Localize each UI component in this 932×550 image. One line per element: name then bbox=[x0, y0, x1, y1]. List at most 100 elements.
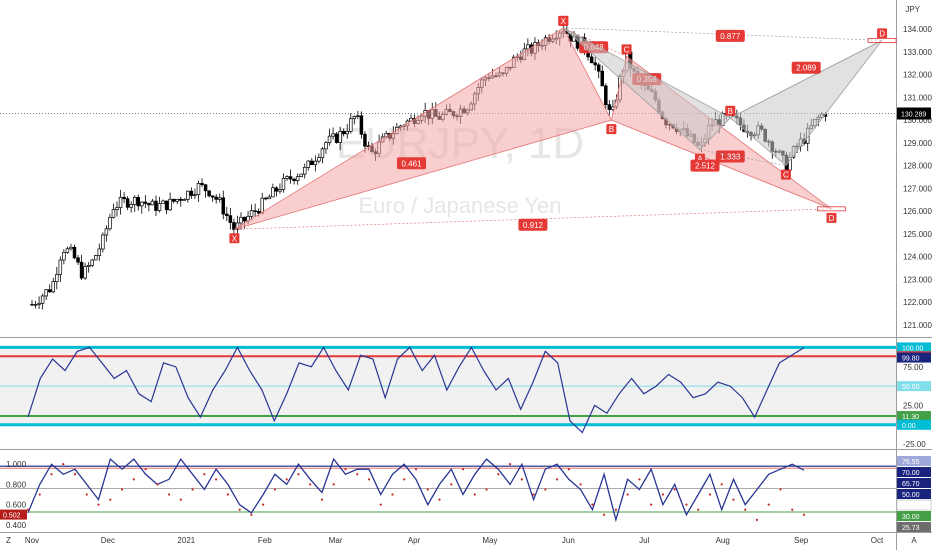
candle-body[interactable] bbox=[97, 248, 102, 256]
candle-body[interactable] bbox=[288, 176, 293, 180]
candle-body[interactable] bbox=[168, 198, 172, 211]
candle-body[interactable] bbox=[260, 197, 264, 214]
candle-body[interactable] bbox=[264, 197, 268, 200]
time-axis[interactable]: Nov Dec 2021 Feb Mar Apr May Jun Jul Aug Sep Oct Z A bbox=[6, 536, 917, 545]
candle-body[interactable] bbox=[349, 118, 353, 132]
momentum-left-badge[interactable] bbox=[0, 509, 27, 520]
last-price-badge[interactable] bbox=[897, 107, 931, 120]
candle-body[interactable] bbox=[221, 197, 226, 215]
candle-body[interactable] bbox=[108, 217, 112, 230]
candle-body[interactable] bbox=[90, 259, 94, 266]
price-axes[interactable]: JPY 134.000 133.000 132.000 131.000 130.000 12… bbox=[0, 5, 932, 532]
candle-body[interactable] bbox=[271, 187, 275, 198]
candle-body[interactable] bbox=[40, 295, 45, 304]
candle-body[interactable] bbox=[285, 176, 289, 179]
candle-body[interactable] bbox=[55, 274, 59, 282]
candle-body[interactable] bbox=[356, 115, 360, 117]
candle-body[interactable] bbox=[147, 203, 151, 206]
candle-body[interactable] bbox=[320, 148, 325, 158]
candle-body[interactable] bbox=[253, 210, 257, 212]
candle-body[interactable] bbox=[47, 289, 52, 293]
candle-body[interactable] bbox=[79, 261, 84, 279]
candle-body[interactable] bbox=[334, 133, 339, 143]
candle-body[interactable] bbox=[33, 304, 38, 306]
candle-body[interactable] bbox=[44, 289, 48, 297]
candle-body[interactable] bbox=[129, 204, 133, 208]
candle-body[interactable] bbox=[125, 198, 130, 208]
candle-body[interactable] bbox=[207, 190, 211, 197]
candle-body[interactable] bbox=[310, 160, 314, 166]
candle-body[interactable] bbox=[239, 216, 243, 224]
candle-body[interactable] bbox=[161, 200, 165, 204]
candle-body[interactable] bbox=[182, 199, 187, 201]
candle-body[interactable] bbox=[193, 194, 197, 196]
candle-body[interactable] bbox=[196, 183, 201, 195]
pattern-target-box[interactable] bbox=[867, 38, 897, 43]
oscillator-panel[interactable] bbox=[0, 345, 896, 434]
candle-body[interactable] bbox=[256, 210, 261, 214]
osc-series-line[interactable] bbox=[27, 346, 805, 434]
candle-body[interactable] bbox=[154, 200, 158, 211]
candle-body[interactable] bbox=[299, 173, 303, 178]
candle-body[interactable] bbox=[228, 215, 233, 223]
candle-body[interactable] bbox=[278, 189, 282, 192]
candle-body[interactable] bbox=[341, 131, 346, 135]
candle-body[interactable] bbox=[51, 281, 56, 293]
candle-body[interactable] bbox=[72, 246, 77, 259]
candle-body[interactable] bbox=[352, 116, 357, 120]
candle-body[interactable] bbox=[69, 246, 73, 250]
candle-body[interactable] bbox=[596, 64, 601, 72]
candle-body[interactable] bbox=[118, 196, 123, 208]
candle-body[interactable] bbox=[359, 115, 364, 135]
candle-body[interactable] bbox=[111, 209, 116, 218]
candle-body[interactable] bbox=[136, 196, 141, 207]
candle-body[interactable] bbox=[302, 166, 307, 175]
candle-body[interactable] bbox=[363, 133, 367, 147]
harmonic-patterns[interactable]: XABCD0.4610.6480.3580.9121.333XABCD0.877… bbox=[229, 15, 897, 244]
candle-body[interactable] bbox=[249, 210, 254, 217]
candle-body[interactable] bbox=[232, 222, 236, 230]
candle-body[interactable] bbox=[175, 198, 179, 202]
candle-body[interactable] bbox=[526, 44, 530, 50]
candle-body[interactable] bbox=[295, 176, 300, 181]
candle-body[interactable] bbox=[345, 131, 349, 135]
candle-body[interactable] bbox=[76, 257, 80, 263]
candle-body[interactable] bbox=[306, 160, 311, 168]
candle-body[interactable] bbox=[104, 228, 109, 236]
candle-body[interactable] bbox=[30, 304, 34, 306]
candle-body[interactable] bbox=[157, 203, 162, 211]
candle-body[interactable] bbox=[171, 198, 176, 202]
candle-body[interactable] bbox=[327, 135, 332, 144]
candle-body[interactable] bbox=[317, 157, 321, 162]
candle-body[interactable] bbox=[83, 266, 87, 279]
momentum-panel[interactable] bbox=[0, 457, 896, 523]
pattern-triangle-xab[interactable] bbox=[234, 27, 612, 230]
osc-last-badge[interactable] bbox=[897, 352, 931, 363]
candle-body[interactable] bbox=[65, 248, 70, 253]
candle-body[interactable] bbox=[600, 70, 605, 87]
pattern-target-box[interactable] bbox=[817, 206, 846, 212]
candle-body[interactable] bbox=[132, 196, 137, 205]
candle-body[interactable] bbox=[150, 200, 155, 206]
pattern-triangle-xab[interactable] bbox=[563, 27, 731, 151]
candle-body[interactable] bbox=[593, 62, 597, 66]
candle-body[interactable] bbox=[143, 201, 148, 204]
candle-body[interactable] bbox=[179, 198, 183, 201]
candle-body[interactable] bbox=[203, 184, 208, 192]
candle-body[interactable] bbox=[122, 196, 126, 200]
candle-body[interactable] bbox=[225, 213, 229, 217]
candle-body[interactable] bbox=[189, 190, 194, 196]
candle-body[interactable] bbox=[200, 183, 204, 186]
candle-body[interactable] bbox=[604, 85, 608, 106]
candle-body[interactable] bbox=[324, 142, 328, 150]
candle-body[interactable] bbox=[214, 196, 218, 200]
candle-body[interactable] bbox=[164, 200, 169, 211]
candle-body[interactable] bbox=[115, 207, 119, 210]
candle-body[interactable] bbox=[37, 302, 41, 305]
candle-body[interactable] bbox=[267, 196, 272, 200]
candle-body[interactable] bbox=[281, 177, 286, 190]
candle-body[interactable] bbox=[292, 178, 296, 181]
candle-body[interactable] bbox=[58, 259, 63, 275]
candle-body[interactable] bbox=[331, 133, 335, 137]
